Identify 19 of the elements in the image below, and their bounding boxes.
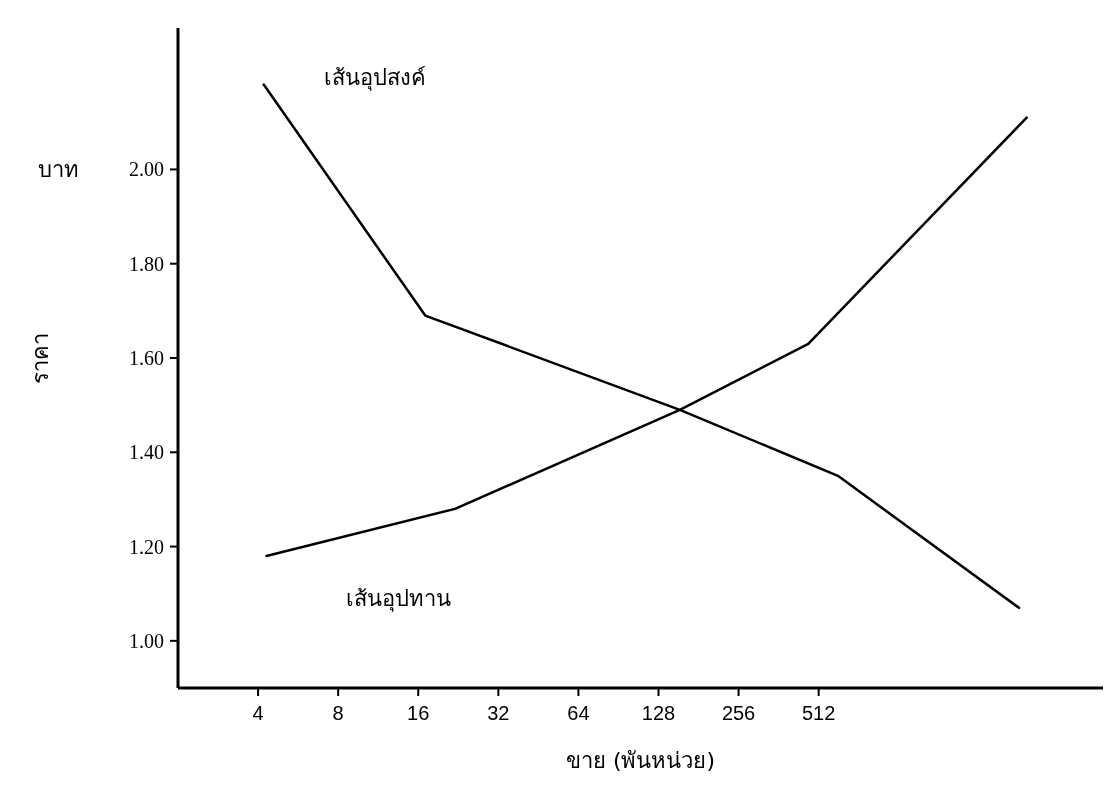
x-tick-label: 256: [721, 702, 756, 724]
x-tick-label: 64: [567, 702, 590, 724]
y-tick-label: 1.00: [129, 629, 164, 652]
y-tick-label: 1.40: [129, 441, 164, 464]
y-tick-label: 2.00: [129, 158, 164, 181]
text: เส้นอุปสงค์: [323, 64, 426, 91]
text: บาท: [38, 157, 79, 183]
y-tick-label: 1.60: [129, 347, 164, 369]
y-tick-label: 1.20: [129, 535, 164, 558]
x-tick-label: 512: [801, 702, 836, 724]
x-tick-label: 4: [252, 702, 264, 724]
x-tick-label: 16: [407, 702, 430, 724]
x-tick-label: 8: [332, 702, 344, 724]
x-tick-label: 128: [641, 702, 676, 724]
y-axis-title: ราคา: [28, 332, 53, 384]
x-tick-label: 32: [487, 702, 510, 724]
text: เส้นอุปทาน: [346, 586, 452, 612]
y-tick-label: 1.80: [129, 252, 164, 275]
x-axis-title: ขาย (พันหน่วย): [565, 748, 716, 773]
